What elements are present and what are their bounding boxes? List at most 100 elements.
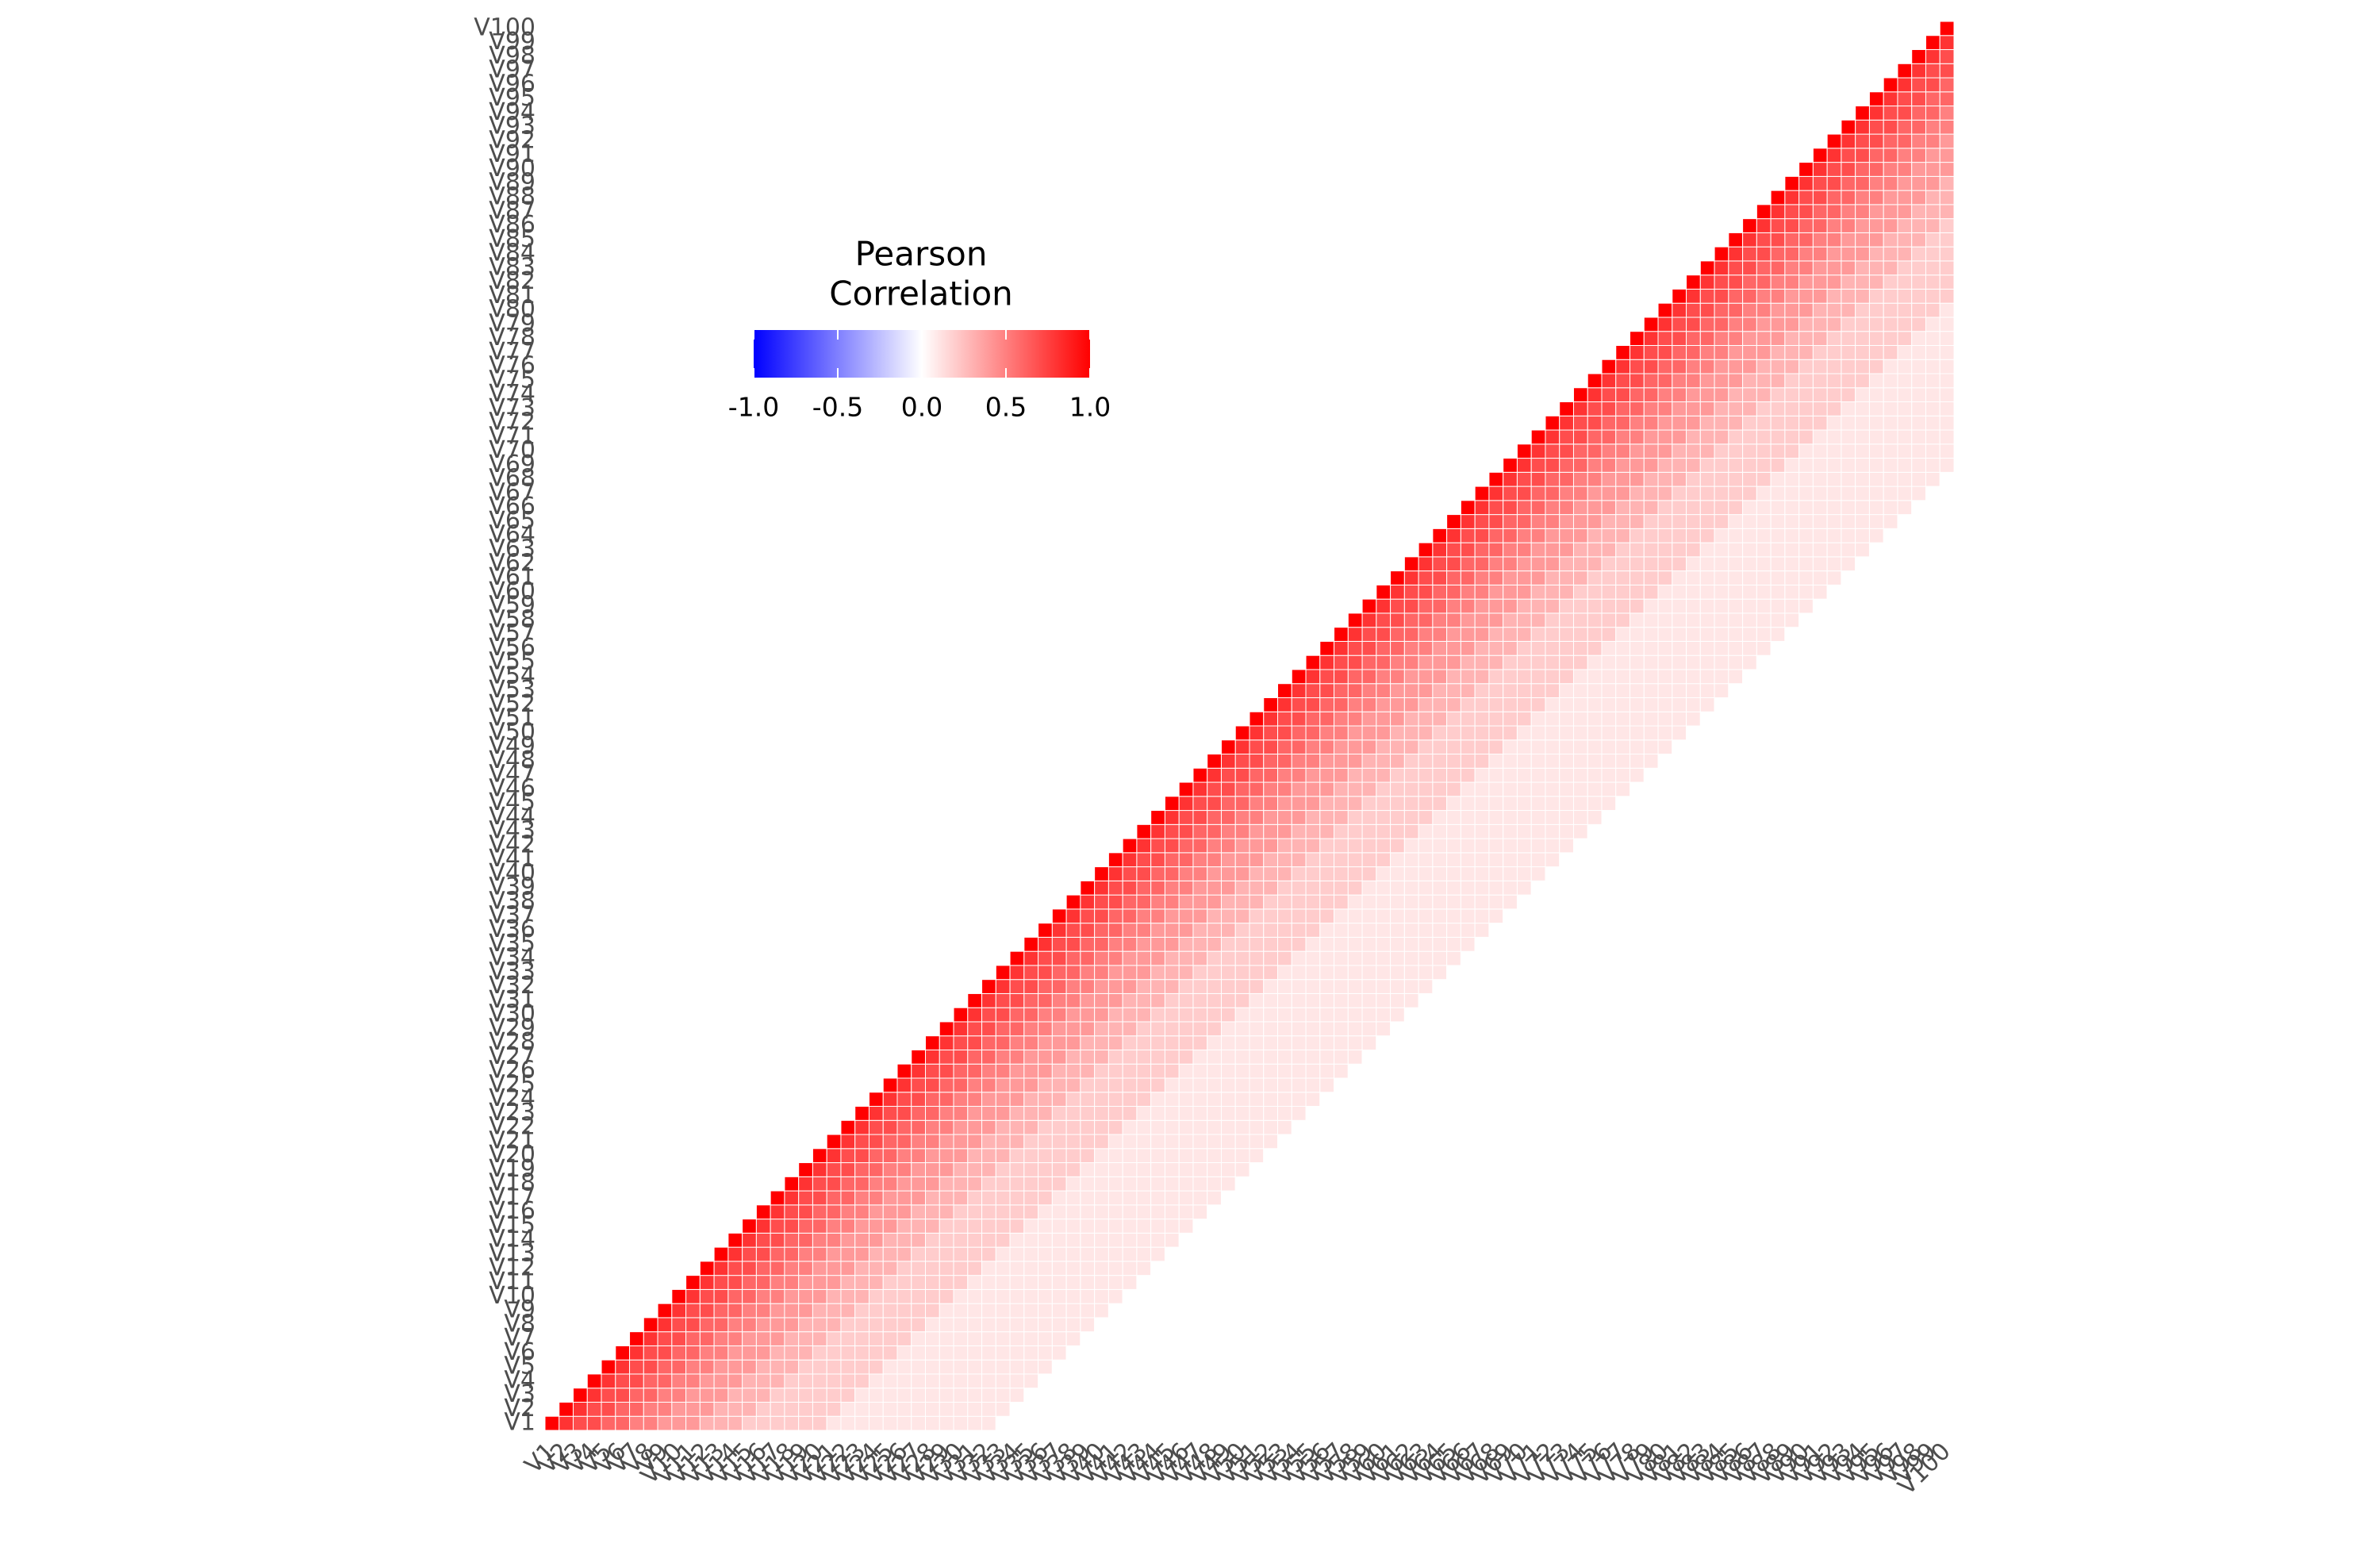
heatmap-cell	[1601, 514, 1617, 529]
heatmap-cell	[1572, 1288, 1588, 1304]
heatmap-cell	[1939, 500, 1955, 516]
heatmap-cell	[1361, 1106, 1377, 1121]
heatmap-cell	[1277, 810, 1292, 825]
heatmap-cell	[1207, 1359, 1222, 1375]
heatmap-cell	[1376, 584, 1392, 600]
heatmap-cell	[1601, 1275, 1617, 1290]
heatmap-cell	[1136, 1317, 1152, 1333]
heatmap-cell	[1770, 612, 1786, 628]
heatmap-cell	[1038, 1176, 1053, 1192]
heatmap-cell	[854, 1148, 869, 1164]
heatmap-cell	[1488, 570, 1504, 585]
heatmap-cell	[1460, 556, 1476, 572]
heatmap-cell	[1925, 979, 1940, 994]
heatmap-cell	[1432, 781, 1448, 797]
heatmap-cell	[1192, 1148, 1208, 1164]
heatmap-cell	[601, 1359, 616, 1375]
heatmap-cell	[1530, 1303, 1546, 1319]
heatmap-cell	[770, 1359, 785, 1375]
heatmap-cell	[1572, 711, 1588, 727]
heatmap-cell	[1319, 880, 1335, 896]
heatmap-cell	[1460, 669, 1476, 685]
heatmap-cell	[1686, 838, 1701, 854]
heatmap-cell	[1051, 1246, 1067, 1262]
heatmap-cell	[1305, 810, 1321, 825]
heatmap-cell	[1530, 1162, 1546, 1177]
heatmap-cell	[1826, 950, 1842, 966]
heatmap-cell	[1474, 1373, 1490, 1389]
heatmap-cell	[1516, 1388, 1532, 1403]
heatmap-cell	[699, 1331, 715, 1346]
heatmap-cell	[1488, 880, 1504, 896]
heatmap-cell	[1643, 1331, 1659, 1346]
heatmap-cell	[1474, 823, 1490, 839]
heatmap-cell	[1699, 288, 1715, 304]
heatmap-cell	[1418, 796, 1434, 812]
heatmap-cell	[1939, 683, 1955, 698]
heatmap-cell	[1545, 654, 1560, 670]
heatmap-cell	[1403, 950, 1419, 966]
heatmap-cell	[1150, 866, 1165, 881]
heatmap-cell	[1390, 1288, 1405, 1304]
heatmap-cell	[1911, 1162, 1926, 1177]
heatmap-cell	[1418, 1303, 1434, 1319]
heatmap-cell	[1403, 584, 1419, 600]
heatmap-cell	[967, 1401, 983, 1417]
heatmap-cell	[601, 1401, 616, 1417]
heatmap-cell	[1714, 979, 1729, 994]
heatmap-cell	[1023, 1373, 1039, 1389]
heatmap-cell	[1432, 1077, 1448, 1093]
heatmap-cell	[1855, 302, 1870, 318]
heatmap-cell	[1263, 880, 1279, 896]
heatmap-cell	[1868, 1232, 1884, 1248]
heatmap-cell	[1446, 1035, 1461, 1050]
heatmap-cell	[1728, 1345, 1744, 1361]
heatmap-cell	[1630, 697, 1645, 712]
heatmap-cell	[1572, 683, 1588, 698]
heatmap-cell	[1742, 288, 1757, 304]
heatmap-cell	[1883, 401, 1898, 416]
heatmap-cell	[1756, 852, 1772, 868]
heatmap-cell	[1883, 598, 1898, 614]
heatmap-cell	[995, 1092, 1011, 1107]
heatmap-cell	[1446, 1049, 1461, 1065]
heatmap-cell	[1516, 823, 1532, 839]
heatmap-cell	[995, 1190, 1011, 1206]
heatmap-cell	[1432, 584, 1448, 600]
heatmap-cell	[1841, 288, 1856, 304]
heatmap-cell	[1657, 810, 1673, 825]
heatmap-cell	[1136, 1119, 1152, 1135]
heatmap-cell	[742, 1246, 757, 1262]
heatmap-cell	[1855, 1162, 1870, 1177]
heatmap-cell	[1530, 570, 1546, 585]
heatmap-cell	[1009, 992, 1025, 1008]
heatmap-cell	[1164, 1219, 1180, 1234]
heatmap-cell	[1770, 838, 1786, 854]
heatmap-cell	[1319, 923, 1335, 938]
heatmap-cell	[1643, 556, 1659, 572]
heatmap-cell	[1305, 894, 1321, 910]
heatmap-cell	[1615, 1035, 1631, 1050]
heatmap-cell	[1756, 331, 1772, 346]
heatmap-cell	[1911, 781, 1926, 797]
heatmap-cell	[1784, 344, 1800, 360]
heatmap-cell	[1460, 852, 1476, 868]
heatmap-cell	[1672, 950, 1687, 966]
heatmap-cell	[1855, 654, 1870, 670]
heatmap-cell	[1460, 908, 1476, 924]
heatmap-cell	[925, 1275, 940, 1290]
heatmap-cell	[1418, 838, 1434, 854]
heatmap-cell	[995, 1415, 1011, 1431]
heatmap-cell	[1080, 1373, 1096, 1389]
heatmap-cell	[1080, 1119, 1096, 1135]
heatmap-cell	[1136, 1288, 1152, 1304]
heatmap-cell	[1798, 725, 1814, 741]
heatmap-cell	[1855, 697, 1870, 712]
heatmap-cell	[1220, 936, 1236, 952]
heatmap-cell	[1841, 232, 1856, 248]
heatmap-cell	[1390, 823, 1405, 839]
heatmap-cell	[1911, 458, 1926, 473]
heatmap-cell	[1234, 894, 1250, 910]
heatmap-cell	[1403, 739, 1419, 755]
heatmap-cell	[1925, 458, 1940, 473]
